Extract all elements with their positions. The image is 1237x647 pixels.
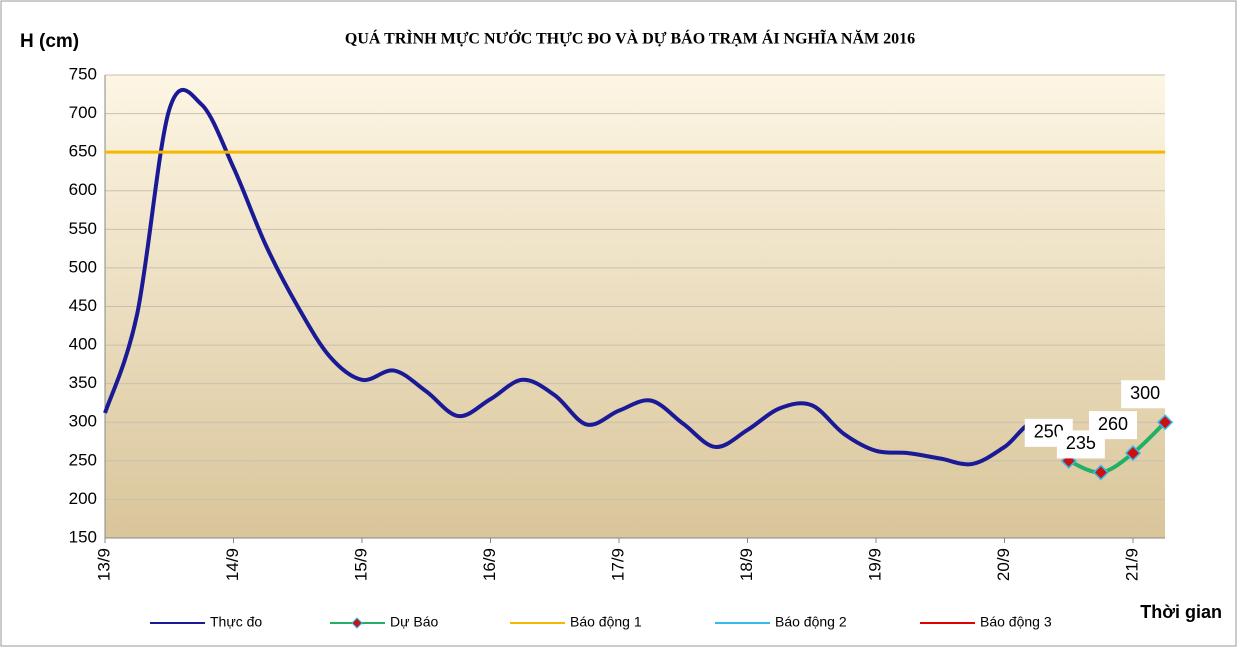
y-tick-label: 650: [69, 142, 97, 161]
y-tick-label: 300: [69, 412, 97, 431]
legend-label: Báo động 2: [775, 614, 847, 630]
x-tick-label: 18/9: [737, 548, 756, 581]
x-tick-label: 19/9: [865, 548, 884, 581]
marker: [1124, 445, 1142, 462]
x-tick-label: 21/9: [1122, 548, 1141, 581]
y-tick-label: 200: [69, 489, 97, 508]
x-tick-label: 16/9: [480, 548, 499, 581]
series-line: [103, 87, 1071, 467]
data-label-box: [1089, 411, 1137, 440]
data-label-box: [1121, 380, 1170, 409]
legend-label: Báo động 1: [570, 614, 642, 630]
y-tick-label: 500: [69, 257, 97, 276]
data-label: 260: [1098, 414, 1128, 434]
y-tick-label: 150: [69, 527, 97, 546]
data-label: 235: [1066, 433, 1096, 453]
y-tick-label: 350: [69, 373, 97, 392]
y-tick-label: 550: [69, 219, 97, 238]
x-tick-label: 14/9: [223, 548, 242, 581]
chart-title: QUÁ TRÌNH MỰC NƯỚC THỰC ĐO VÀ DỰ BÁO TRẠ…: [345, 29, 915, 48]
x-tick-label: 17/9: [608, 548, 627, 581]
y-tick-label: 450: [69, 296, 97, 315]
legend-marker: [351, 617, 363, 629]
y-tick-label: 400: [69, 335, 97, 354]
series-line: [1067, 420, 1167, 475]
data-label: 250: [1034, 422, 1064, 442]
marker: [1092, 464, 1109, 481]
y-tick-label: 700: [69, 103, 97, 122]
x-axis-label: Thời gian: [1140, 602, 1222, 622]
x-tick-label: 13/9: [94, 548, 113, 581]
x-tick-label: 20/9: [994, 548, 1013, 581]
y-tick-label: 250: [69, 450, 97, 469]
y-tick-label: 750: [69, 64, 97, 83]
legend-label: Báo động 3: [980, 614, 1052, 630]
data-label: 300: [1130, 383, 1160, 403]
legend-label: Thực đo: [210, 614, 262, 630]
y-tick-label: 600: [69, 180, 97, 199]
marker: [1157, 414, 1174, 431]
x-tick-label: 15/9: [351, 548, 370, 581]
marker: [1060, 452, 1077, 469]
legend-label: Dự Báo: [390, 614, 438, 630]
y-axis-label: H (cm): [20, 31, 79, 52]
